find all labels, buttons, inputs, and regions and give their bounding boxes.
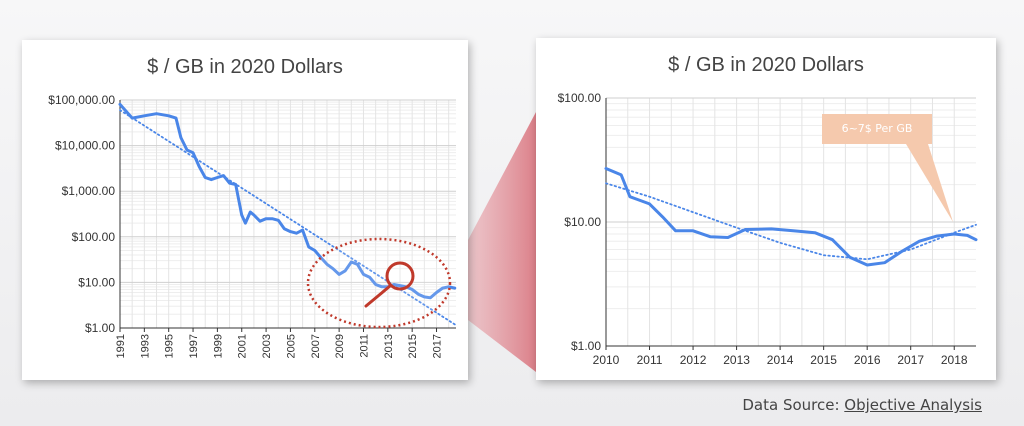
source-link[interactable]: Objective Analysis bbox=[844, 396, 982, 414]
chart-title: $ / GB in 2020 Dollars bbox=[668, 54, 864, 76]
x-tick-label: 1999 bbox=[212, 334, 224, 358]
x-tick-label: 1997 bbox=[188, 334, 200, 358]
trendline bbox=[605, 182, 977, 261]
x-tick-label: 2018 bbox=[941, 353, 968, 367]
x-tick-label: 2014 bbox=[767, 353, 794, 367]
x-tick-label: 1995 bbox=[164, 334, 176, 358]
x-tick-label: 2013 bbox=[723, 353, 750, 367]
price-series-line bbox=[118, 102, 457, 300]
x-tick-label: 2005 bbox=[285, 334, 297, 358]
x-tick-label: 2007 bbox=[310, 334, 322, 358]
x-tick-label: 2016 bbox=[854, 353, 881, 367]
y-tick-label: $1.00 bbox=[571, 339, 601, 353]
chart-title: $ / GB in 2020 Dollars bbox=[147, 56, 343, 78]
price-callout: 6~7$ Per GB bbox=[822, 114, 932, 144]
x-tick-label: 2015 bbox=[810, 353, 837, 367]
right-chart: $1.00 $10.00 $100.00 2010 2011 2012 2013 2014 20… bbox=[558, 91, 978, 367]
y-tick-label: $100.00 bbox=[72, 230, 116, 244]
x-tick-label: 2011 bbox=[637, 353, 663, 367]
x-tick-label: 2011 bbox=[358, 334, 370, 358]
y-tick-label: $100.00 bbox=[558, 91, 602, 105]
y-tick-label: $100,000.00 bbox=[48, 93, 115, 107]
x-tick-label: 2013 bbox=[383, 334, 395, 358]
x-tick-label: 2003 bbox=[261, 334, 273, 358]
data-source: Data Source: Objective Analysis bbox=[742, 396, 982, 414]
x-tick-label: 2010 bbox=[593, 353, 620, 367]
x-tick-label: 2017 bbox=[432, 334, 444, 358]
y-tick-label: $1,000.00 bbox=[62, 184, 116, 198]
left-chart: $1.00 $10.00 $100.00 $1,000.00 $10,000.00 $10… bbox=[48, 93, 457, 358]
magnifier-icon bbox=[385, 261, 415, 291]
y-tick-label: $10.00 bbox=[78, 275, 115, 289]
magnifier-handle bbox=[364, 284, 392, 308]
y-tick-label: $10,000.00 bbox=[55, 139, 115, 153]
x-tick-label: 2001 bbox=[237, 334, 249, 358]
y-tick-label: $1.00 bbox=[85, 321, 115, 335]
x-tick-label: 1991 bbox=[115, 334, 127, 358]
right-chart-panel: $ / GB in 2020 Dollars $1.00 $10.00 $100.0… bbox=[536, 38, 996, 380]
zoom-highlight-circle bbox=[306, 237, 452, 329]
x-tick-label: 2012 bbox=[680, 353, 707, 367]
price-series-line bbox=[604, 167, 978, 267]
x-tick-label: 1993 bbox=[139, 334, 151, 358]
trendline bbox=[119, 109, 456, 326]
x-tick-label: 2017 bbox=[897, 353, 924, 367]
left-chart-panel: $ / GB in 2020 Dollars $1.00 $10.00 $100.0… bbox=[22, 40, 468, 380]
x-tick-label: 2015 bbox=[407, 334, 419, 358]
source-prefix: Data Source: bbox=[742, 396, 840, 414]
x-tick-label: 2009 bbox=[334, 334, 346, 358]
y-tick-label: $10.00 bbox=[564, 215, 601, 229]
